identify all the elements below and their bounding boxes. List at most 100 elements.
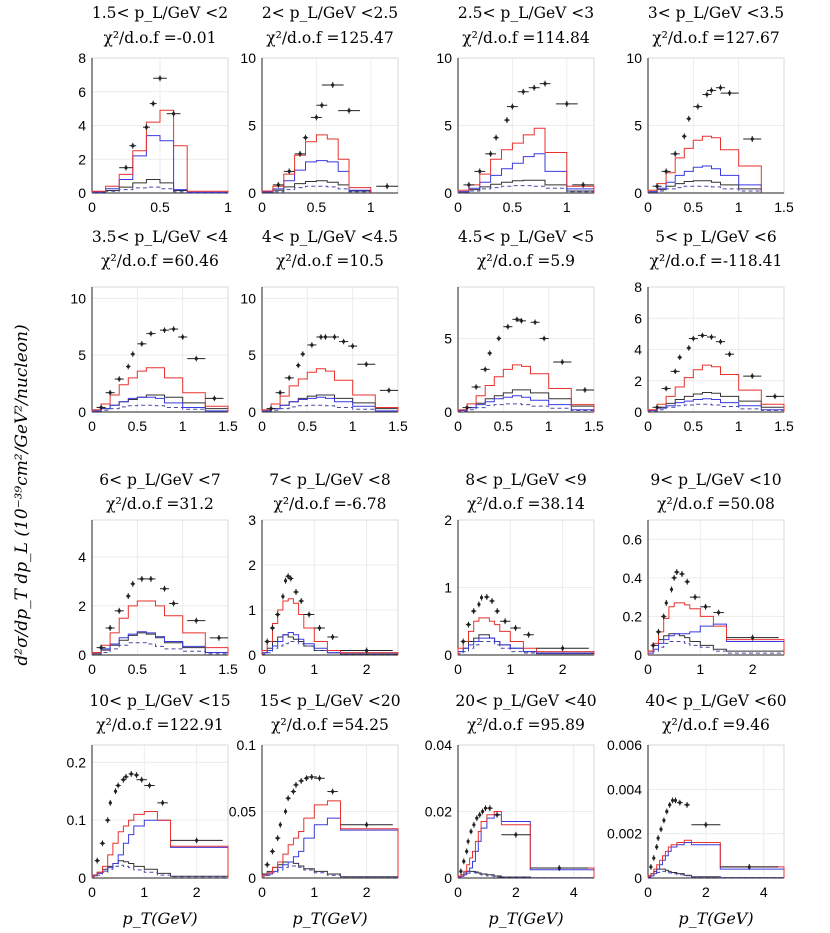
- data-point: [680, 572, 684, 576]
- y-tick-label: 0: [78, 404, 86, 420]
- data-point: [693, 595, 697, 599]
- data-point: [728, 352, 732, 356]
- data-point: [466, 623, 471, 627]
- subplot-12: 9< p_L/GeV <10 χ²/d.o.f =50.08 0 0.2 0.4 0.6 0…: [623, 471, 785, 677]
- x-tick-label: 1: [310, 884, 318, 900]
- x-tick-label: 1.5: [218, 661, 238, 677]
- data-point: [685, 580, 689, 584]
- x-tick-label: 0: [644, 884, 652, 900]
- y-tick-label: 5: [248, 347, 256, 363]
- data-point: [475, 816, 479, 820]
- subplot-title: 3.5< p_L/GeV <4: [92, 228, 228, 246]
- subplot-title: 1.5< p_L/GeV <2: [92, 4, 228, 22]
- data-point: [675, 570, 679, 574]
- x-tick-label: 1: [179, 661, 187, 677]
- data-point: [287, 376, 291, 380]
- x-tick-label: 0.5: [298, 418, 318, 434]
- data-point: [320, 103, 324, 107]
- data-point: [116, 783, 120, 788]
- x-tick-label: 2: [749, 661, 757, 677]
- data-point: [149, 577, 153, 581]
- subplot-chi2: χ²/d.o.f =60.46: [101, 252, 219, 270]
- histogram-red: [457, 364, 595, 412]
- data-point: [668, 803, 672, 807]
- subplot-title: 15< p_L/GeV <20: [259, 692, 400, 710]
- histogram-blue: [647, 165, 762, 193]
- data-point: [131, 352, 135, 356]
- data-point: [172, 112, 176, 116]
- data-point: [149, 331, 153, 336]
- data-point: [652, 856, 656, 860]
- x-tick-label: 1: [545, 418, 553, 434]
- histogram-blue: [91, 631, 229, 655]
- y-tick-label: 0.1: [237, 737, 257, 753]
- data-point: [278, 823, 282, 827]
- subplot-11: 8< p_L/GeV <9 χ²/d.o.f =38.14 0 1 2 0 1 2: [444, 471, 595, 677]
- data-point: [140, 778, 144, 782]
- x-tick-label: 1: [349, 418, 357, 434]
- y-tick-label: 0: [634, 185, 642, 201]
- histogram-dash: [457, 641, 595, 655]
- x-tick-label: 0: [454, 199, 462, 215]
- histogram-red: [91, 600, 229, 655]
- histogram-black: [457, 179, 595, 193]
- data-point: [217, 636, 221, 640]
- data-point: [478, 813, 482, 817]
- data-point: [527, 633, 531, 637]
- subplot-title: 3< p_L/GeV <3.5: [648, 4, 784, 22]
- data-point: [310, 343, 314, 347]
- data-point: [265, 863, 269, 867]
- subplot-chi2: χ²/d.o.f =50.08: [657, 495, 775, 513]
- y-tick-label: 0: [444, 870, 452, 886]
- data-point: [583, 388, 587, 392]
- data-point: [172, 601, 176, 606]
- histogram-blue: [647, 842, 785, 878]
- subplot-2: 2< p_L/GeV <2.5 χ²/d.o.f =125.47 0 5 10 0 0.5 1: [240, 4, 399, 215]
- data-point: [651, 643, 655, 647]
- x-tick-label: 0.5: [503, 199, 523, 215]
- histogram-red: [261, 800, 399, 878]
- x-tick-label: 0.5: [307, 199, 327, 215]
- data-point: [678, 801, 682, 805]
- data-point: [99, 405, 103, 410]
- data-point: [687, 346, 691, 350]
- data-point: [144, 125, 148, 129]
- data-point: [158, 76, 162, 80]
- data-point: [269, 406, 273, 411]
- y-tick-label: 5: [78, 347, 86, 363]
- histogram-red: [91, 811, 229, 878]
- y-tick-label: 0: [78, 647, 86, 663]
- subplot-13: 10< p_L/GeV <15 χ²/d.o.f =122.91 0 0.1 0.2 0 1…: [67, 692, 231, 928]
- subplot-title: 5< p_L/GeV <6: [655, 228, 777, 246]
- y-tick-label: 2: [444, 512, 452, 528]
- y-tick-label: 0: [634, 870, 642, 886]
- data-point: [181, 335, 185, 339]
- x-tick-label: 0: [258, 199, 266, 215]
- histogram-red: [457, 617, 595, 655]
- data-point: [466, 839, 470, 844]
- data-point: [542, 336, 546, 341]
- data-point: [709, 88, 714, 92]
- data-point: [172, 327, 176, 331]
- x-tick-label: 4: [570, 884, 578, 900]
- subplot-chi2: χ²/d.o.f =10.5: [276, 252, 384, 270]
- data-point: [659, 827, 663, 831]
- data-point: [664, 601, 668, 605]
- data-point: [194, 356, 198, 361]
- histogram-red: [91, 109, 229, 193]
- plot-frame: [457, 286, 595, 413]
- data-point: [670, 798, 675, 803]
- data-point: [106, 818, 110, 822]
- data-point: [317, 626, 322, 630]
- data-point: [655, 184, 659, 188]
- y-tick-label: 6: [78, 84, 86, 100]
- histogram-dash: [261, 404, 399, 412]
- data-point: [459, 869, 463, 873]
- y-tick-label: 0.04: [425, 737, 452, 753]
- data-point: [108, 391, 112, 395]
- subplot-16: 40< p_L/GeV <60 χ²/d.o.f =9.46 0 0.002 0.004…: [607, 692, 787, 928]
- data-point: [662, 818, 666, 822]
- subplot-chi2: χ²/d.o.f =-118.41: [650, 252, 783, 270]
- data-point: [750, 374, 754, 378]
- x-tick-label: 1: [735, 418, 743, 434]
